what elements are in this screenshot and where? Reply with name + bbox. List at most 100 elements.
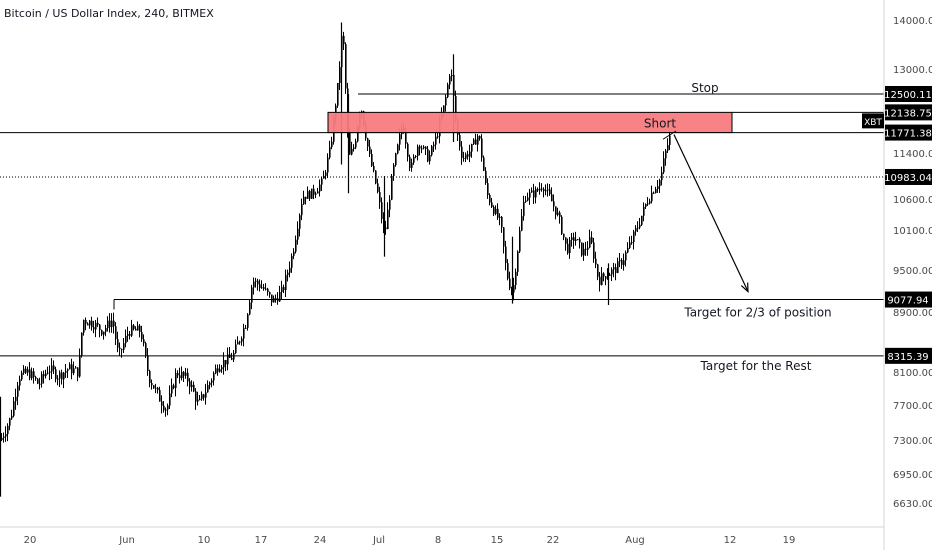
candle-body bbox=[445, 97, 447, 106]
candle-body bbox=[23, 368, 25, 373]
candle-body bbox=[381, 202, 383, 220]
candle-body bbox=[267, 288, 269, 293]
candle-body bbox=[425, 146, 427, 150]
candle-body bbox=[579, 239, 581, 243]
price-tick-label: 7700.00 bbox=[893, 401, 932, 412]
candle-body bbox=[509, 278, 511, 289]
candle-body bbox=[539, 188, 541, 191]
symbol-badge bbox=[862, 113, 884, 129]
candle-body bbox=[101, 330, 103, 335]
candle-body bbox=[521, 216, 523, 231]
candle-body bbox=[285, 275, 287, 291]
chart-title: Bitcoin / US Dollar Index, 240, BITMEX bbox=[4, 7, 214, 20]
candle-body bbox=[179, 375, 181, 379]
candle-body bbox=[603, 273, 605, 277]
candle-body bbox=[77, 367, 79, 377]
candle-body bbox=[47, 372, 49, 374]
candle-body bbox=[127, 333, 129, 336]
candle-body bbox=[287, 272, 289, 276]
candle-body bbox=[515, 271, 517, 286]
candle-body bbox=[383, 219, 385, 228]
candle-body bbox=[591, 237, 593, 243]
candle-body bbox=[621, 260, 623, 265]
candle-body bbox=[649, 201, 651, 204]
candle-body bbox=[611, 269, 613, 275]
candle-body bbox=[185, 372, 187, 376]
candle-body bbox=[175, 373, 177, 388]
candle-body bbox=[657, 186, 659, 190]
candle-body bbox=[95, 322, 97, 330]
candle-body bbox=[91, 320, 93, 328]
candle-body bbox=[347, 88, 349, 133]
candle-body bbox=[269, 292, 271, 295]
candle-body bbox=[107, 320, 109, 329]
candle-body bbox=[149, 371, 151, 384]
candle-body bbox=[433, 144, 435, 147]
price-tick-label: 6950.00 bbox=[893, 470, 932, 481]
candle-body bbox=[7, 425, 9, 435]
candle-body bbox=[411, 162, 413, 168]
candle-body bbox=[247, 314, 249, 328]
candle-body bbox=[17, 385, 19, 397]
candle-body bbox=[37, 378, 39, 384]
candle-body bbox=[541, 188, 543, 190]
price-tick-label: 7300.00 bbox=[893, 436, 932, 447]
candle-body bbox=[325, 172, 327, 176]
candle-body bbox=[625, 252, 627, 261]
candle-body bbox=[263, 287, 265, 289]
candle-body bbox=[467, 154, 469, 157]
candle-body bbox=[417, 146, 419, 157]
candle-body bbox=[527, 197, 529, 201]
candle-body bbox=[167, 405, 169, 410]
candle-body bbox=[153, 385, 155, 389]
time-axis[interactable]: 20 Jun 10 17 24 Jul 8 15 22 Aug 12 19 bbox=[24, 535, 796, 546]
time-tick-label: 17 bbox=[255, 535, 268, 546]
time-tick-label: Jun bbox=[118, 535, 135, 546]
candle-body bbox=[147, 355, 149, 372]
short-zone-label: Short bbox=[644, 116, 676, 130]
time-tick-label: 19 bbox=[783, 535, 796, 546]
candle-body bbox=[655, 189, 657, 194]
candle-body bbox=[33, 371, 35, 377]
candle-body bbox=[159, 390, 161, 402]
candle-body bbox=[573, 237, 575, 241]
candle-body bbox=[125, 335, 127, 344]
candle-body bbox=[319, 184, 321, 192]
candle-body bbox=[11, 415, 13, 419]
price-badge-label: 9077.94 bbox=[887, 296, 928, 307]
candle-body bbox=[41, 374, 43, 384]
candle-body bbox=[157, 387, 159, 391]
candle-body bbox=[283, 287, 285, 291]
candle-body bbox=[21, 372, 23, 380]
candle-body bbox=[537, 189, 539, 191]
candle-body bbox=[265, 288, 267, 290]
candle-body bbox=[491, 202, 493, 207]
candle-body bbox=[407, 143, 409, 157]
candle-body bbox=[145, 343, 147, 356]
candle-body bbox=[161, 401, 163, 406]
short-zone bbox=[327, 111, 733, 134]
candle-body bbox=[311, 188, 313, 199]
candle-body bbox=[483, 157, 485, 171]
candle-body bbox=[481, 138, 483, 158]
candle-body bbox=[199, 398, 201, 400]
candle-body bbox=[519, 230, 521, 252]
candle-body bbox=[309, 191, 311, 199]
candle-body bbox=[259, 284, 261, 289]
candle-body bbox=[571, 237, 573, 240]
price-badge bbox=[885, 104, 932, 121]
candle-body bbox=[31, 371, 33, 379]
candle-body bbox=[447, 84, 449, 98]
candle-body bbox=[189, 381, 191, 388]
candle-body bbox=[549, 189, 551, 195]
price-badge-label: 12500.11 bbox=[884, 90, 932, 101]
price-badge bbox=[885, 85, 932, 102]
candle-body bbox=[171, 385, 173, 394]
candle-body bbox=[473, 139, 475, 145]
price-axis[interactable]: 14000.0013000.0012200.0011400.0010600.00… bbox=[893, 16, 932, 510]
candle-body bbox=[257, 280, 259, 285]
candle-body bbox=[593, 242, 595, 259]
candle-body bbox=[273, 298, 275, 303]
